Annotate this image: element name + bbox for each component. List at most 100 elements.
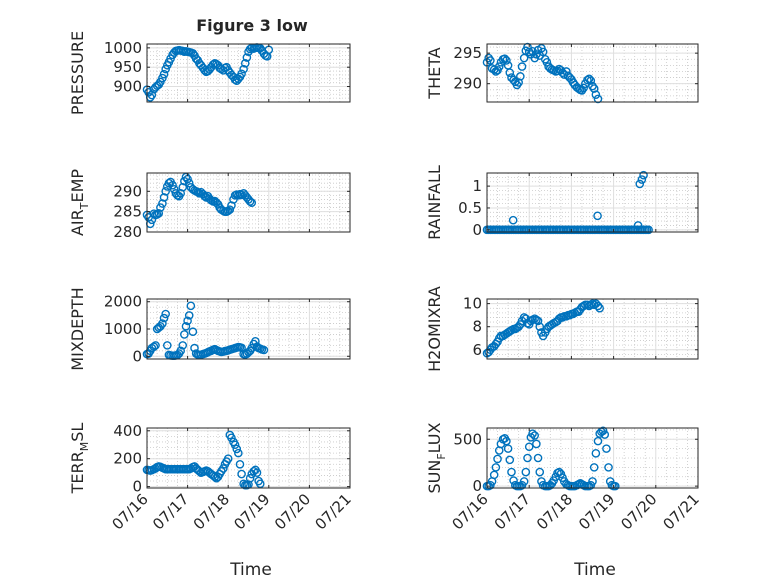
data-point — [583, 75, 592, 85]
y-axis-label-subscript: F — [435, 453, 448, 459]
right-x-axis-label: Time — [573, 560, 616, 580]
data-point — [147, 90, 157, 100]
y-tick-label: 290 — [453, 75, 482, 93]
data-point — [190, 343, 199, 353]
data-point — [180, 330, 189, 339]
y-axis-label: SUNFLUX — [425, 422, 448, 493]
data-point — [523, 42, 532, 52]
y-axis-label-part: TERR — [68, 451, 87, 494]
data-point — [493, 454, 502, 464]
data-point — [508, 215, 518, 225]
data-point — [186, 301, 196, 311]
data-point — [588, 299, 597, 308]
y-axis-label-part: EMP — [68, 169, 87, 203]
data-point — [159, 313, 169, 323]
y-tick-label: 0.5 — [458, 199, 482, 217]
data-point — [219, 464, 228, 473]
data-point — [593, 94, 603, 104]
data-point — [161, 64, 170, 74]
y-axis-label-subscript: M — [78, 442, 91, 452]
data-point — [494, 62, 504, 71]
y-axis-label: THETA — [425, 47, 444, 99]
data-point — [516, 72, 525, 81]
axes-frame — [486, 427, 699, 489]
y-axis-label: PRESSURE — [68, 31, 87, 115]
data-point — [230, 440, 240, 450]
y-axis-label-part: AIR — [68, 209, 87, 236]
data-point — [240, 59, 250, 68]
data-point — [168, 180, 177, 190]
data-point — [524, 442, 534, 452]
y-axis-label: H2OMIXRA — [425, 286, 444, 372]
data-point — [259, 345, 269, 355]
y-tick-label: 0 — [472, 221, 482, 239]
data-point — [600, 430, 610, 439]
data-point — [162, 341, 172, 350]
data-point — [610, 481, 620, 491]
data-point — [593, 301, 603, 311]
data-point — [252, 468, 262, 477]
data-point — [532, 315, 541, 325]
y-axis-label: TERRMSL — [68, 423, 91, 495]
axes-frame — [146, 43, 351, 103]
figure-title: Figure 3 low — [196, 16, 308, 35]
data-point — [505, 68, 515, 77]
y-axis-label-part: SL — [68, 423, 87, 442]
data-point — [232, 444, 242, 454]
y-tick-label: 400 — [113, 422, 142, 440]
data-point — [151, 341, 160, 350]
y-tick-label: 280 — [113, 223, 142, 241]
data-point — [589, 84, 599, 93]
data-point — [245, 473, 255, 483]
data-point — [523, 453, 532, 463]
data-point — [154, 208, 164, 218]
y-axis-label: RAINFALL — [425, 165, 444, 240]
data-point — [234, 448, 243, 458]
y-axis-label-part: SUN — [425, 460, 444, 494]
y-tick-label: 285 — [113, 203, 142, 221]
data-point — [178, 182, 188, 192]
data-point — [502, 56, 511, 65]
data-point — [227, 433, 236, 443]
axes-frame — [486, 43, 699, 103]
y-tick-label: 500 — [453, 430, 482, 448]
left-x-axis-label: Time — [229, 560, 272, 580]
data-point — [181, 321, 191, 331]
y-axis-label-part: LUX — [425, 422, 444, 453]
subplot-mixdepth: 0 1000 2000 MIXDEPTH — [68, 287, 351, 371]
data-point — [604, 463, 613, 472]
y-tick-label: 10 — [463, 295, 482, 313]
data-point — [208, 60, 218, 69]
data-point — [193, 187, 203, 197]
y-tick-label: 290 — [113, 182, 142, 200]
data-point — [159, 69, 169, 79]
data-point — [532, 439, 541, 449]
data-point — [633, 221, 643, 230]
y-axis-label-subscript: T — [78, 202, 91, 210]
data-point — [230, 75, 240, 84]
data-point — [200, 191, 209, 201]
data-point — [505, 455, 515, 465]
y-tick-label: 950 — [113, 58, 142, 76]
data-point — [635, 179, 645, 189]
data-point — [235, 459, 245, 469]
data-point — [245, 197, 255, 206]
data-point — [255, 479, 265, 489]
data-point — [637, 175, 647, 184]
y-tick-label: 1000 — [104, 39, 142, 57]
data-point — [161, 187, 170, 196]
data-point — [242, 53, 252, 62]
data-point — [553, 66, 562, 76]
data-point — [593, 211, 602, 221]
data-point — [491, 463, 501, 472]
y-axis-label: AIRTEMP — [68, 169, 91, 236]
data-point — [530, 431, 539, 440]
subplot-air-temp: 280 285 290 AIRTEMP — [68, 169, 351, 241]
data-point — [184, 311, 194, 320]
data-point — [533, 453, 543, 463]
data-point — [161, 309, 170, 319]
y-tick-label: 6 — [472, 341, 482, 359]
data-point — [589, 463, 599, 472]
subplot-theta: 290 295 THETA — [425, 42, 699, 104]
